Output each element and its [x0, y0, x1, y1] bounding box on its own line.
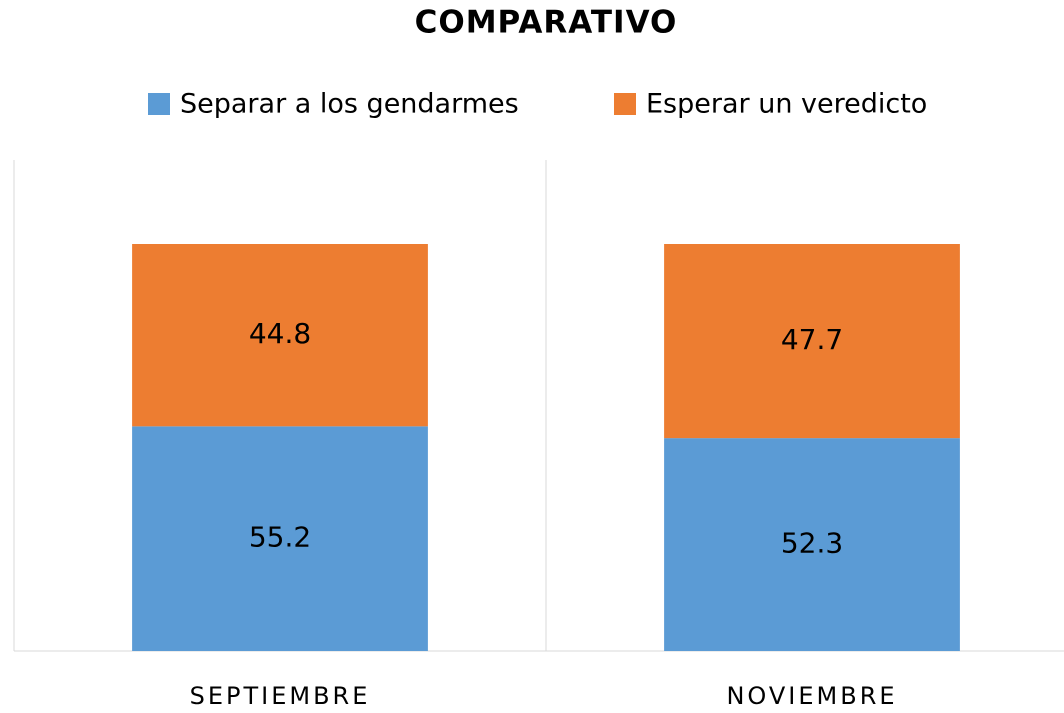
x-tick-label: SEPTIEMBRE: [190, 682, 371, 710]
data-label: 55.2: [249, 521, 311, 554]
data-label: 44.8: [249, 317, 311, 350]
legend-label: Separar a los gendarmes: [180, 89, 519, 120]
bar-segment: [132, 426, 428, 651]
legend-swatch: [148, 93, 170, 115]
legend-label: Esperar un veredicto: [646, 89, 927, 120]
bar-segment: [664, 438, 960, 651]
bar-segment: [664, 244, 960, 439]
chart-title: COMPARATIVO: [415, 5, 678, 41]
x-tick-label: NOVIEMBRE: [726, 682, 897, 710]
data-label: 52.3: [781, 527, 843, 560]
bar-segment: [132, 244, 428, 427]
legend-swatch: [614, 93, 636, 115]
data-label: 47.7: [781, 323, 843, 356]
